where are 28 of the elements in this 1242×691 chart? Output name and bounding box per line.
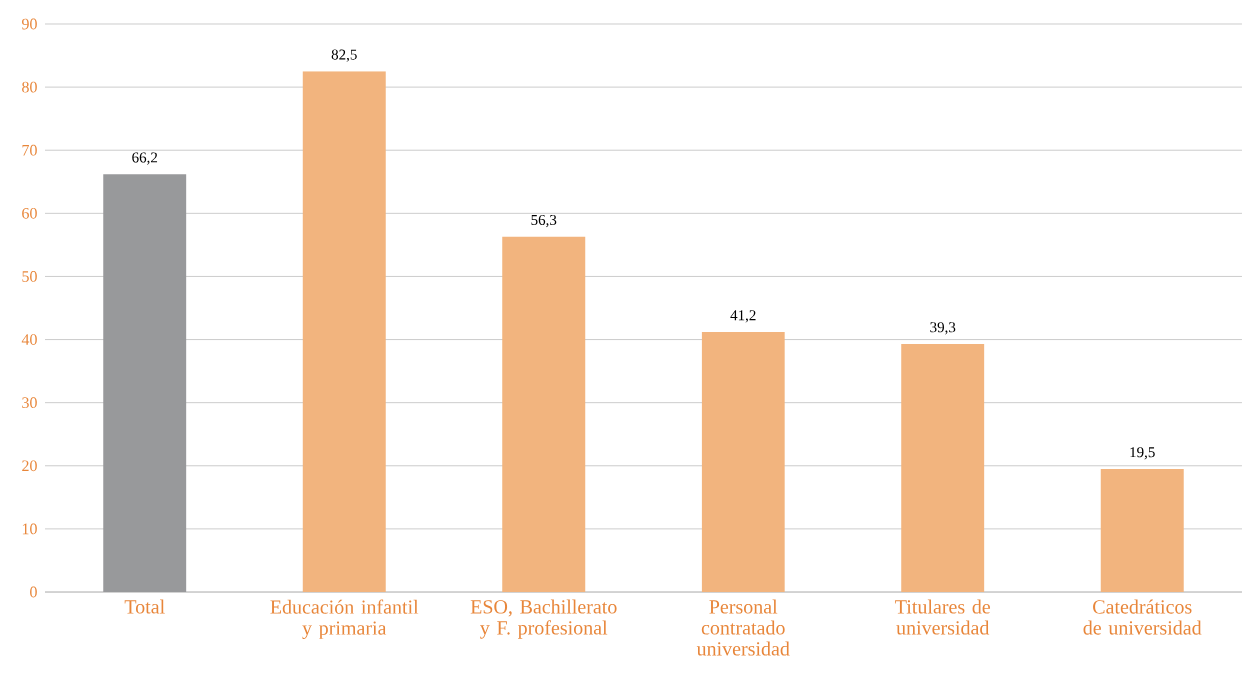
y-tick-label: 70 — [22, 144, 37, 156]
x-tick-label: Personal contratado universidad — [696, 599, 790, 656]
x-tick-label: Total — [124, 599, 165, 614]
y-tick-label: 80 — [22, 81, 37, 93]
y-tick-label: 90 — [21, 18, 37, 30]
data-label: 66,2 — [132, 152, 158, 165]
y-tick-label: 50 — [22, 271, 37, 282]
data-label: 41,2 — [730, 310, 756, 323]
data-label: 82,5 — [331, 49, 357, 62]
y-tick-label: 30 — [22, 397, 37, 409]
bar — [502, 236, 586, 592]
bar — [302, 71, 386, 592]
bar — [103, 174, 187, 592]
data-label: 56,3 — [531, 214, 557, 228]
x-tick-label: Titulares de universidad — [895, 599, 991, 635]
y-tick-label: 40 — [21, 334, 37, 345]
x-tick-label: Educación infantil y primaria — [270, 599, 419, 639]
bar — [1100, 468, 1184, 592]
y-tick-label: 10 — [22, 523, 37, 535]
y-tick-label: 0 — [30, 586, 37, 598]
y-tick-label: 20 — [22, 460, 37, 472]
bar — [901, 343, 985, 592]
data-label: 19,5 — [1130, 447, 1155, 460]
data-label: 39,3 — [930, 322, 956, 335]
x-tick-label: ESO, Bachillerato y F. profesional — [470, 599, 617, 639]
bar — [701, 331, 785, 592]
y-tick-label: 60 — [22, 207, 37, 219]
x-tick-label: Catedráticos de universidad — [1083, 599, 1202, 635]
